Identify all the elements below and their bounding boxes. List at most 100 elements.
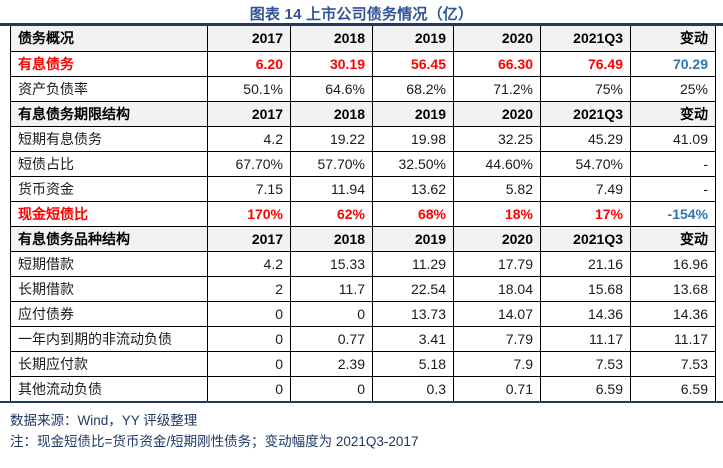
cell-value: 75%: [540, 75, 631, 102]
row-label: 货币资金: [10, 175, 208, 202]
table-row: 一年内到期的非流动负债 0 0.77 3.41 7.79 11.17 11.17: [10, 325, 716, 352]
cell-value: 44.60%: [453, 150, 541, 177]
row-label: 短债占比: [10, 150, 208, 177]
cell-value: 0: [207, 325, 291, 352]
table-row: 短债占比 67.70% 57.70% 32.50% 44.60% 54.70% -: [10, 150, 716, 177]
cell-value: 2017: [207, 100, 291, 127]
cell-value: 18.04: [453, 275, 541, 302]
cell-value: 64.6%: [290, 75, 373, 102]
cell-value: 0: [290, 300, 373, 327]
cell-value: 11.7: [290, 275, 373, 302]
section-header-row: 有息债务品种结构 2017 2018 2019 2020 2021Q3 变动: [10, 225, 716, 252]
row-label: 有息债务品种结构: [10, 225, 208, 252]
cell-value: 6.59: [540, 375, 631, 401]
cell-value: 32.25: [453, 125, 541, 152]
cell-value: 19.22: [290, 125, 373, 152]
data-source-note: 数据来源：Wind，YY 评级整理: [10, 413, 198, 428]
cell-value: 41.09: [630, 125, 716, 152]
cell-value: 2.39: [290, 350, 373, 377]
cell-value: 16.96: [630, 250, 716, 277]
cell-value: 170%: [207, 200, 291, 227]
cell-value: 14.36: [630, 300, 716, 327]
cell-value: 11.94: [290, 175, 373, 202]
table-row: 其他流动负债 0 0 0.3 0.71 6.59 6.59: [10, 375, 716, 401]
cell-value: 25%: [630, 75, 716, 102]
cell-value: 2019: [372, 225, 454, 252]
cell-value: 30.19: [290, 50, 373, 77]
debt-table: 债务概况 2017 2018 2019 2020 2021Q3 变动 有息债务 6.20 30.1…: [10, 26, 716, 401]
cell-value: 2018: [290, 225, 373, 252]
cell-value: 15.33: [290, 250, 373, 277]
cell-value: 6.59: [630, 375, 716, 401]
table-footnotes: 数据来源：Wind，YY 评级整理 注：现金短债比=货币资金/短期刚性债务；变动…: [10, 410, 723, 452]
row-label: 长期借款: [10, 275, 208, 302]
cell-value: 14.36: [540, 300, 631, 327]
row-label: 一年内到期的非流动负债: [10, 325, 208, 352]
row-label: 现金短债比: [10, 200, 208, 227]
cell-value: 7.53: [540, 350, 631, 377]
cell-value: 66.30: [453, 50, 541, 77]
row-label: 资产负债率: [10, 75, 208, 102]
cell-value: 15.68: [540, 275, 631, 302]
cell-value: 2020: [453, 225, 541, 252]
row-label: 其他流动负债: [10, 375, 208, 401]
debt-table-body: 债务概况 2017 2018 2019 2020 2021Q3 变动 有息债务 6.20 30.1…: [10, 26, 716, 401]
cell-value: 2019: [372, 26, 454, 52]
cell-value: 0: [207, 350, 291, 377]
cell-value: 22.54: [372, 275, 454, 302]
cell-value: 11.17: [630, 325, 716, 352]
row-label: 有息债务期限结构: [10, 100, 208, 127]
cell-value: 变动: [630, 26, 716, 52]
cell-value: 19.98: [372, 125, 454, 152]
cell-value: -154%: [630, 200, 716, 227]
cell-value: -: [630, 150, 716, 177]
cell-value: 2020: [453, 100, 541, 127]
cell-value: 0: [290, 375, 373, 401]
table-row: 现金短债比 170% 62% 68% 18% 17% -154%: [10, 200, 716, 227]
table-row: 长期应付款 0 2.39 5.18 7.9 7.53 7.53: [10, 350, 716, 377]
cell-value: 70.29: [630, 50, 716, 77]
cell-value: 45.29: [540, 125, 631, 152]
cell-value: 67.70%: [207, 150, 291, 177]
table-row: 应付债券 0 0 13.73 14.07 14.36 14.36: [10, 300, 716, 327]
row-label: 债务概况: [10, 26, 208, 52]
cell-value: 2018: [290, 26, 373, 52]
section-header-row: 债务概况 2017 2018 2019 2020 2021Q3 变动: [10, 26, 716, 52]
cell-value: 32.50%: [372, 150, 454, 177]
cell-value: 11.17: [540, 325, 631, 352]
chart-title: 图表 14 上市公司债务情况（亿）: [249, 6, 474, 23]
cell-value: 2021Q3: [540, 100, 631, 127]
cell-value: 21.16: [540, 250, 631, 277]
cell-value: 2017: [207, 225, 291, 252]
cell-value: 2021Q3: [540, 225, 631, 252]
cell-value: 0.71: [453, 375, 541, 401]
row-label: 短期有息债务: [10, 125, 208, 152]
cell-value: 5.82: [453, 175, 541, 202]
cell-value: 0.3: [372, 375, 454, 401]
cell-value: 7.49: [540, 175, 631, 202]
cell-value: 2018: [290, 100, 373, 127]
calculation-note: 注：现金短债比=货币资金/短期刚性债务；变动幅度为 2021Q3-2017: [10, 434, 419, 449]
cell-value: 2: [207, 275, 291, 302]
table-row: 有息债务 6.20 30.19 56.45 66.30 76.49 70.29: [10, 50, 716, 77]
cell-value: 变动: [630, 100, 716, 127]
cell-value: 0: [207, 375, 291, 401]
cell-value: 6.20: [207, 50, 291, 77]
table-frame: 债务概况 2017 2018 2019 2020 2021Q3 变动 有息债务 6.20 30.1…: [0, 23, 723, 403]
cell-value: 17%: [540, 200, 631, 227]
cell-value: 54.70%: [540, 150, 631, 177]
cell-value: 2021Q3: [540, 26, 631, 52]
cell-value: 5.18: [372, 350, 454, 377]
cell-value: 56.45: [372, 50, 454, 77]
cell-value: 7.53: [630, 350, 716, 377]
section-header-row: 有息债务期限结构 2017 2018 2019 2020 2021Q3 变动: [10, 100, 716, 127]
cell-value: 57.70%: [290, 150, 373, 177]
cell-value: 13.68: [630, 275, 716, 302]
cell-value: 3.41: [372, 325, 454, 352]
row-label: 短期借款: [10, 250, 208, 277]
cell-value: 7.9: [453, 350, 541, 377]
table-row: 短期借款 4.2 15.33 11.29 17.79 21.16 16.96: [10, 250, 716, 277]
cell-value: 0: [207, 300, 291, 327]
cell-value: 13.73: [372, 300, 454, 327]
